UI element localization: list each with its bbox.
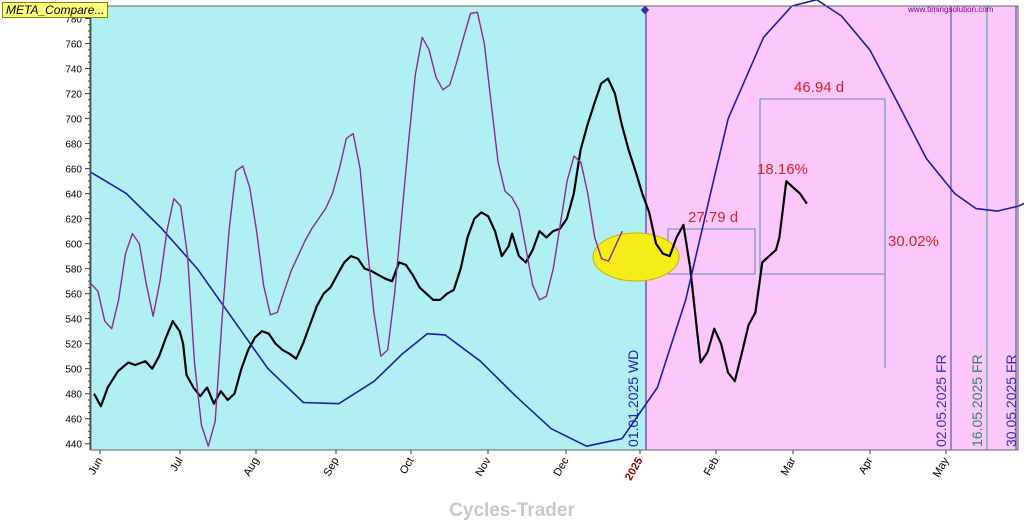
annotation-label: 46.94 d: [794, 79, 844, 96]
y-tick-label: 540: [65, 315, 82, 326]
x-tick-label: Nov: [473, 455, 493, 478]
x-tick-label: Oct: [398, 456, 417, 477]
x-tick-label: 2025: [623, 456, 646, 483]
annotations: 27.79 d 46.94 d 18.16% 30.02%: [688, 79, 939, 250]
y-tick-label: 740: [65, 65, 82, 76]
y-tick-label: 500: [65, 365, 82, 376]
cycle-marker-label: 01.01.2025 WD: [625, 350, 641, 447]
y-tick-label: 600: [65, 240, 82, 251]
annotation-label: 27.79 d: [688, 209, 738, 226]
footer-brand: Cycles-Trader: [449, 500, 575, 521]
y-tick-label: 580: [65, 265, 82, 276]
x-axis: Jun Jul Aug Sep Oct Nov Dec 2025 Feb Mar Apr May: [86, 449, 1018, 483]
y-tick-label: 720: [65, 90, 82, 101]
y-tick-label: 620: [65, 215, 82, 226]
slow-cycle-line: [90, 0, 1024, 448]
x-tick-label: Feb: [702, 456, 722, 478]
x-tick-label: Aug: [241, 456, 261, 479]
y-tick-label: 700: [65, 115, 82, 126]
y-tick-label: 640: [65, 190, 82, 201]
x-tick-label: Apr: [857, 455, 876, 476]
vertical-markers: 01.01.2025 WD 02.05.2025 FR 16.05.2025 FR 3…: [625, 5, 1019, 450]
y-tick-label: 440: [65, 440, 82, 451]
measure-boxes: [667, 98, 886, 368]
y-axis: 440 460 480 500 520 540 560 580 600 620 640 660 680 7…: [65, 6, 91, 451]
cycle-marker-label: 30.05.2025 FR: [1003, 354, 1019, 447]
watermark: www.timingsolution.com: [908, 5, 994, 14]
y-tick-label: 460: [65, 415, 82, 426]
annotation-label: 30.02%: [888, 233, 939, 250]
plot-frame: [90, 5, 1019, 451]
y-tick-label: 780: [65, 15, 82, 26]
y-tick-label: 560: [65, 290, 82, 301]
future-background: [646, 6, 1018, 450]
highlight-ellipse: [592, 232, 680, 282]
x-tick-label: May: [931, 455, 952, 479]
x-tick-label: Jul: [168, 456, 185, 474]
chart-title-box[interactable]: META_Compare...: [2, 2, 109, 18]
series-lines: [90, 0, 1024, 448]
y-tick-label: 660: [65, 165, 82, 176]
cycle-marker-label: 02.05.2025 FR: [933, 354, 949, 447]
x-tick-label: Mar: [779, 455, 799, 478]
past-background: [91, 6, 646, 450]
cycle-marker-label: 16.05.2025 FR: [969, 354, 985, 447]
y-tick-label: 480: [65, 390, 82, 401]
y-tick-label: 760: [65, 40, 82, 51]
annotation-label: 18.16%: [757, 161, 808, 178]
y-tick-label: 520: [65, 340, 82, 351]
y-tick-label: 680: [65, 140, 82, 151]
fast-cycle-line: [90, 11, 623, 447]
x-tick-label: Sep: [321, 456, 341, 479]
x-tick-label: Jun: [86, 456, 105, 477]
x-tick-label: Dec: [551, 455, 571, 478]
